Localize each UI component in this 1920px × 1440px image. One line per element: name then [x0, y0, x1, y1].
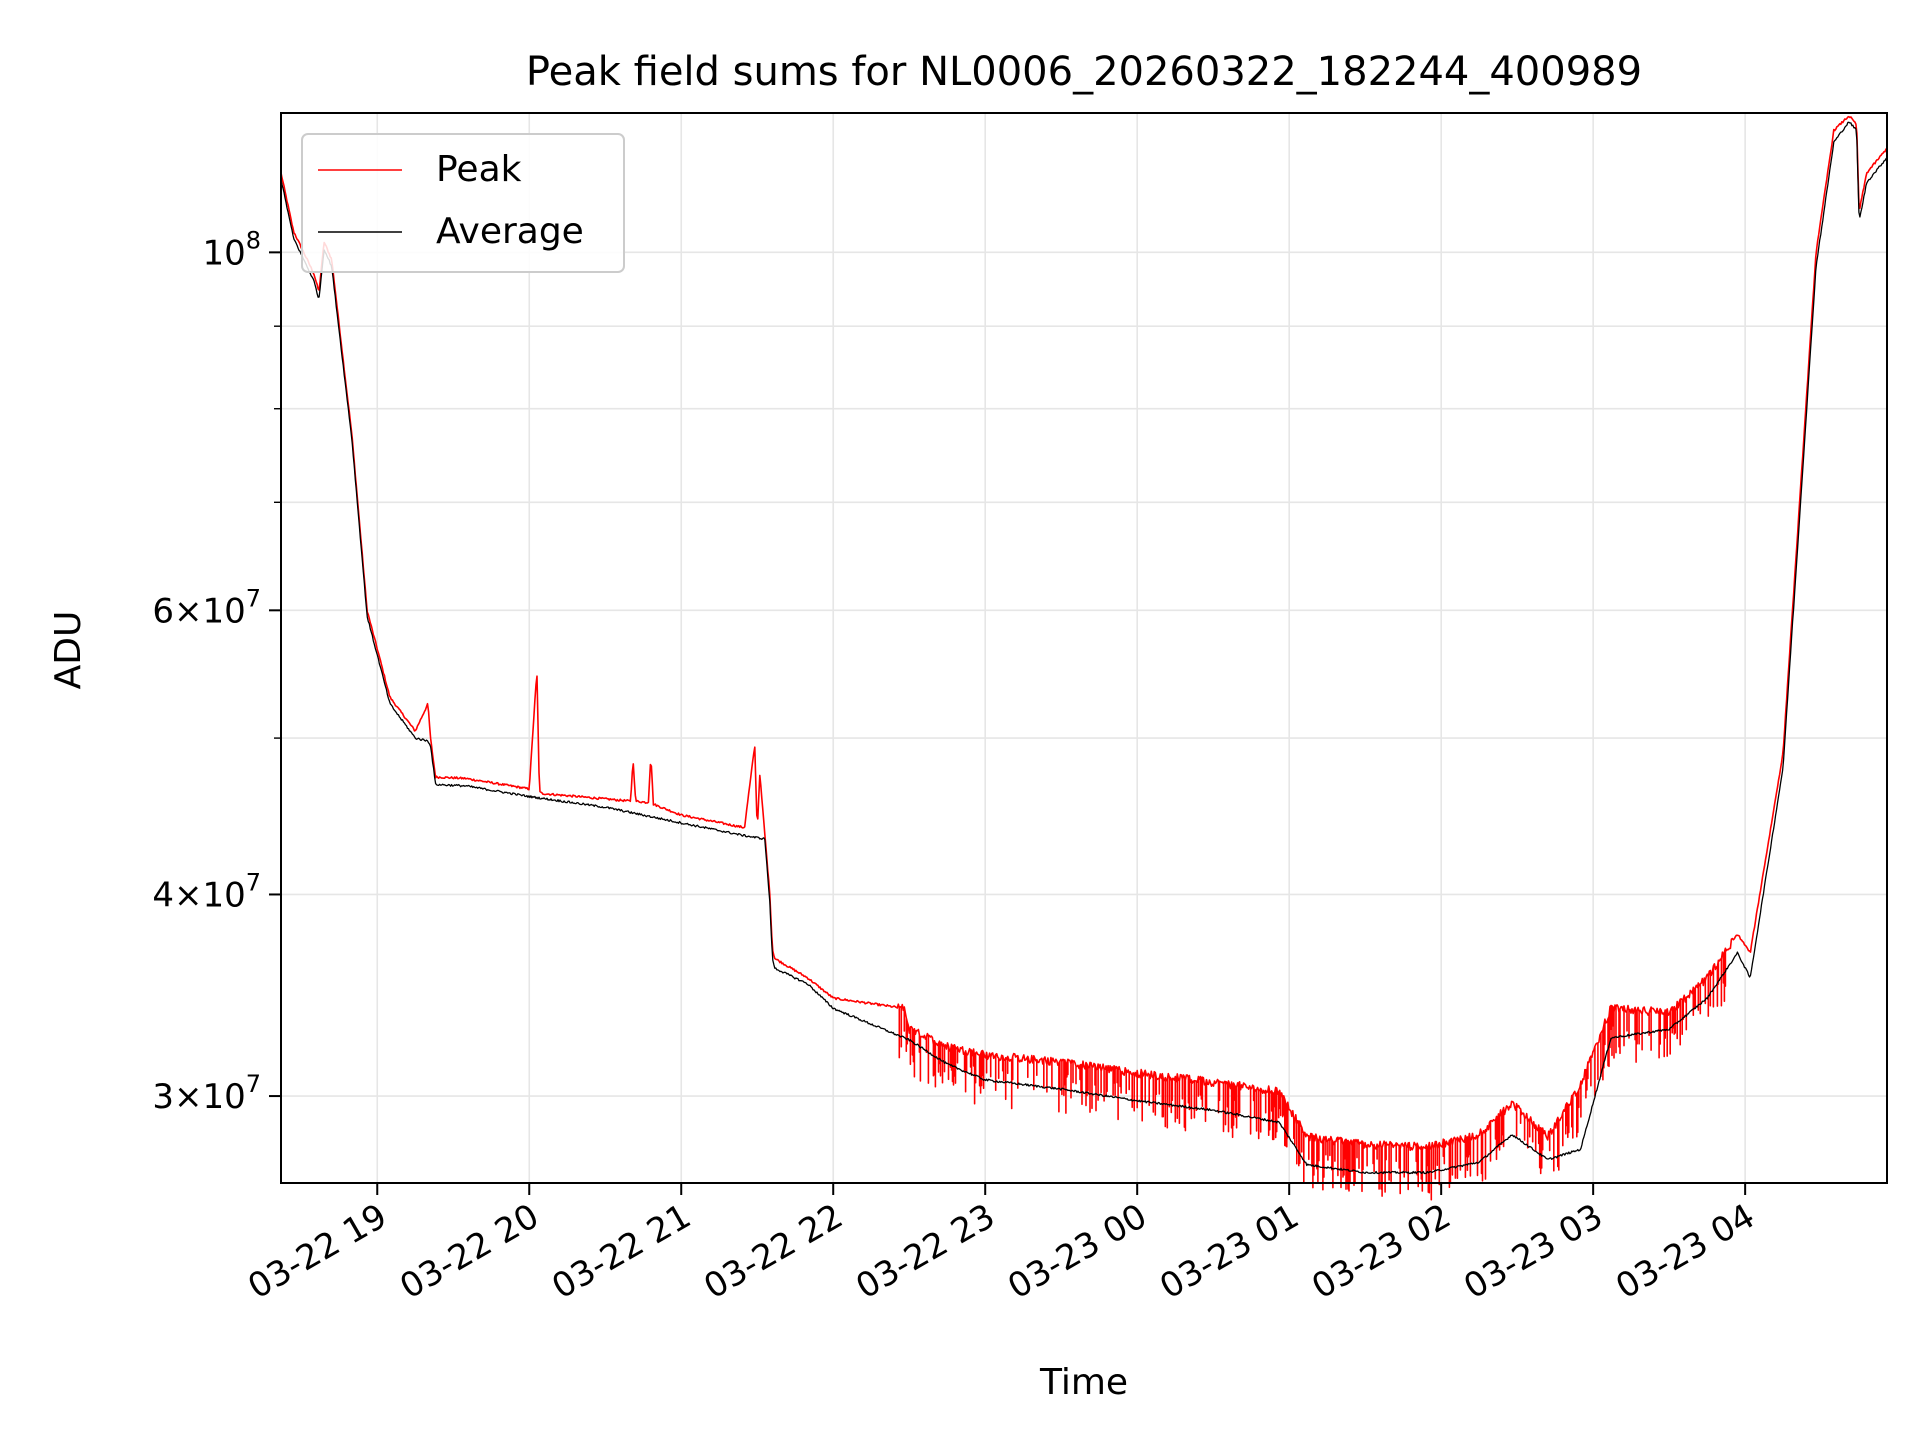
x-tick-label: 03-22 20 [393, 1196, 545, 1307]
x-tick-label: 03-23 01 [1153, 1196, 1305, 1307]
y-axis: 3×107 4×107 6×107 108 [152, 226, 281, 1117]
series-line-average [280, 121, 1888, 1175]
x-axis-label: Time [1039, 1362, 1128, 1403]
legend[interactable]: Peak Average [301, 133, 625, 273]
x-tick-label: 03-22 23 [849, 1196, 1001, 1307]
plot-series [280, 115, 1888, 1201]
y-tick-label: 6×107 [152, 584, 261, 631]
x-tick-label: 03-23 02 [1305, 1196, 1457, 1307]
x-tick-label: 03-22 21 [545, 1196, 697, 1307]
x-tick-label: 03-23 03 [1457, 1196, 1609, 1307]
plot-frame [280, 112, 1888, 1184]
x-axis: 03-22 19 03-22 20 03-22 21 03-22 22 03-22 23… [241, 1183, 1762, 1307]
x-tick-label: 03-22 19 [241, 1196, 393, 1307]
x-tick-label: 03-23 04 [1609, 1196, 1761, 1307]
y-tick-label: 3×107 [152, 1070, 261, 1117]
legend-label-average: Average [436, 211, 584, 252]
x-tick-label: 03-23 00 [1001, 1196, 1153, 1307]
legend-label-peak: Peak [436, 149, 522, 190]
grid [281, 113, 1887, 1183]
y-tick-label: 108 [202, 226, 261, 273]
x-tick-label: 03-22 22 [697, 1196, 849, 1307]
y-tick-label: 4×107 [152, 868, 261, 915]
series-line-peak [280, 115, 1888, 1201]
chart-title: Peak field sums for NL0006_20260322_1822… [526, 49, 1642, 95]
y-axis-label: ADU [48, 611, 89, 690]
legend-box [301, 133, 625, 273]
